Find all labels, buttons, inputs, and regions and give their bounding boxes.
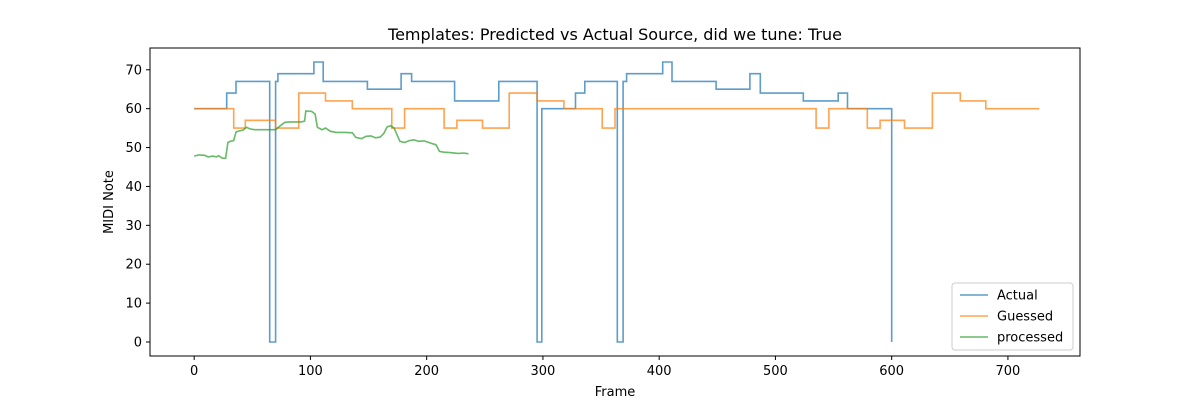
x-tick-label: 600 bbox=[879, 364, 904, 379]
x-tick-label: 200 bbox=[414, 364, 439, 379]
y-tick-label: 40 bbox=[125, 180, 142, 195]
x-tick-label: 400 bbox=[647, 364, 672, 379]
series-line-actual bbox=[194, 61, 893, 343]
y-tick-label: 50 bbox=[125, 141, 142, 156]
x-tick-label: 100 bbox=[298, 364, 323, 379]
plot-area bbox=[193, 61, 1040, 343]
x-tick-label: 500 bbox=[763, 364, 788, 379]
legend-label-processed: processed bbox=[997, 331, 1063, 346]
y-tick-label: 20 bbox=[125, 258, 142, 273]
y-tick-label: 70 bbox=[125, 63, 142, 78]
x-axis: 0 100 200 300 400 500 600 700 bbox=[190, 356, 1020, 379]
y-tick-label: 0 bbox=[134, 336, 142, 351]
y-axis: 0 10 20 30 40 50 60 70 bbox=[125, 63, 150, 351]
legend-label-actual: Actual bbox=[997, 289, 1038, 304]
legend-label-guessed: Guessed bbox=[997, 310, 1053, 325]
x-tick-label: 0 bbox=[190, 364, 198, 379]
y-axis-label: MIDI Note bbox=[102, 170, 117, 234]
legend-box bbox=[951, 282, 1074, 351]
plot-frame bbox=[149, 47, 1081, 357]
series-line-guessed bbox=[194, 92, 1040, 129]
x-axis-label: Frame bbox=[595, 385, 636, 400]
chart-title: Templates: Predicted vs Actual Source, d… bbox=[387, 25, 842, 44]
x-tick-label: 700 bbox=[996, 364, 1021, 379]
x-tick-label: 300 bbox=[531, 364, 556, 379]
legend: Actual Guessed processed bbox=[951, 282, 1074, 351]
series-line-processed bbox=[193, 110, 469, 160]
y-tick-label: 30 bbox=[125, 219, 142, 234]
y-tick-label: 10 bbox=[125, 297, 142, 312]
y-tick-label: 60 bbox=[125, 102, 142, 117]
